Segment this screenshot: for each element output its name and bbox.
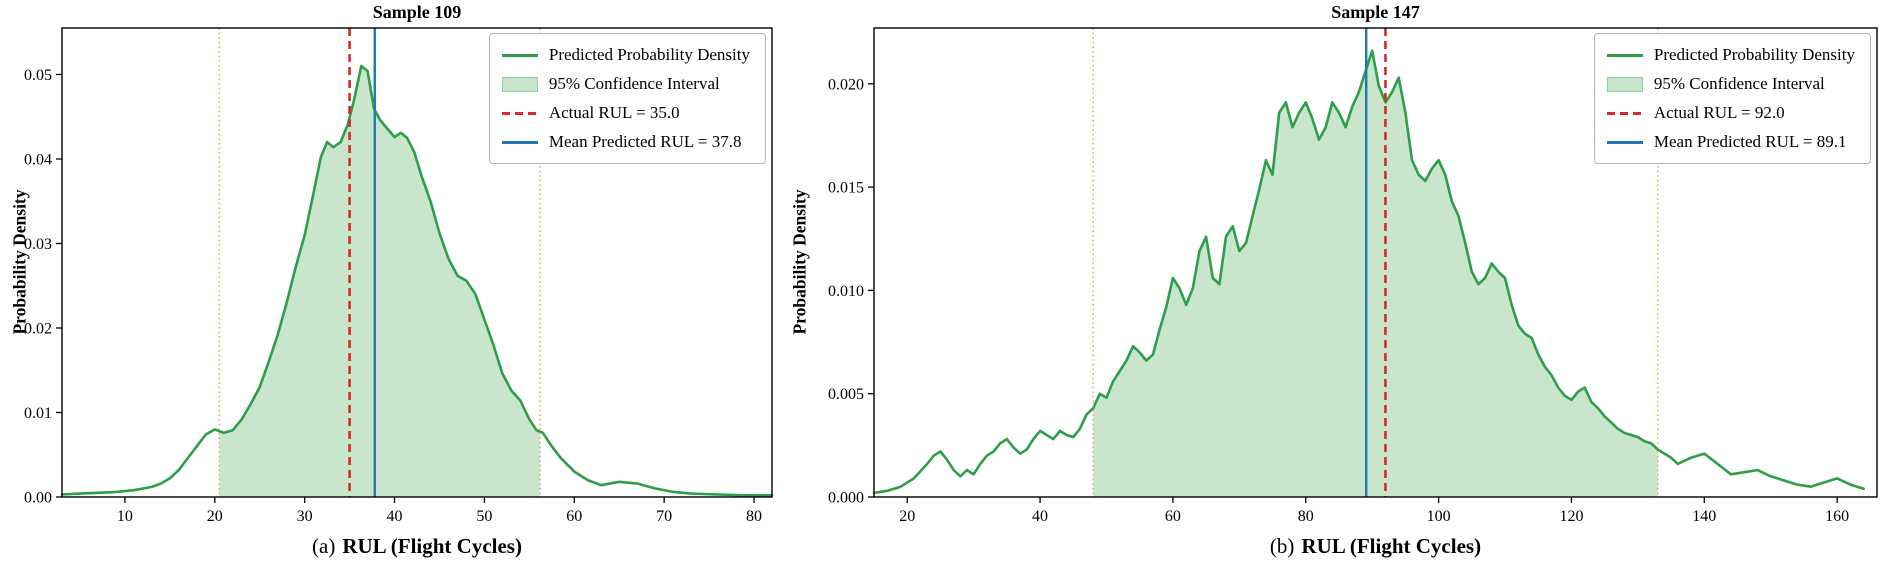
svg-text:120: 120 xyxy=(1559,508,1583,525)
y-axis-label-b: Probability Density xyxy=(789,189,810,335)
caption-a: (a) RUL (Flight Cycles) xyxy=(62,534,772,559)
caption-b: (b) RUL (Flight Cycles) xyxy=(874,534,1877,559)
chart-title-a: Sample 109 xyxy=(372,2,462,22)
svg-text:0.00: 0.00 xyxy=(24,490,52,507)
svg-text:0.01: 0.01 xyxy=(24,405,52,422)
mean-rul-line-swatch xyxy=(501,135,538,150)
svg-text:0.020: 0.020 xyxy=(828,76,864,93)
legend-item: Actual RUL = 92.0 xyxy=(1606,103,1855,123)
actual-rul-dashed-swatch xyxy=(1606,106,1643,121)
svg-text:30: 30 xyxy=(297,508,313,525)
subplot-label-a: (a) xyxy=(312,534,336,558)
svg-text:0.015: 0.015 xyxy=(828,180,864,197)
svg-text:40: 40 xyxy=(387,508,403,525)
svg-text:20: 20 xyxy=(899,508,915,525)
svg-text:40: 40 xyxy=(1032,508,1048,525)
svg-text:0.04: 0.04 xyxy=(24,151,52,168)
svg-text:10: 10 xyxy=(117,508,133,525)
legend-label: Mean Predicted RUL = 89.1 xyxy=(1653,132,1847,151)
plot-area-b: 20 40 60 80 100 120 140 160 0.000 0.005 0.010 0.015… xyxy=(828,27,1878,525)
svg-text:60: 60 xyxy=(566,508,582,525)
x-axis-label-b: RUL (Flight Cycles) xyxy=(1301,534,1482,558)
svg-text:0.02: 0.02 xyxy=(24,320,52,337)
svg-text:80: 80 xyxy=(746,508,762,525)
legend-label: Predicted Probability Density xyxy=(548,45,750,64)
x-axis-label-a: RUL (Flight Cycles) xyxy=(342,534,522,558)
svg-text:0.03: 0.03 xyxy=(24,236,52,253)
chart-panel-a: 10 20 30 40 50 60 70 80 0.00 0.01 0.02 0.03 0.04 0.05… xyxy=(0,0,788,563)
svg-text:100: 100 xyxy=(1427,508,1451,525)
legend-label: Mean Predicted RUL = 37.8 xyxy=(548,132,742,151)
legend-item: Mean Predicted RUL = 37.8 xyxy=(501,132,750,152)
legend-item: Mean Predicted RUL = 89.1 xyxy=(1606,132,1855,152)
svg-text:0.010: 0.010 xyxy=(828,283,864,300)
legend-item: 95% Confidence Interval xyxy=(501,74,750,94)
svg-text:20: 20 xyxy=(207,508,223,525)
confidence-fill-swatch xyxy=(501,76,538,92)
svg-text:140: 140 xyxy=(1692,508,1716,525)
svg-text:0.005: 0.005 xyxy=(828,386,864,403)
svg-text:0.000: 0.000 xyxy=(828,490,864,507)
legend-label: Actual RUL = 92.0 xyxy=(1653,103,1785,122)
legend-item: 95% Confidence Interval xyxy=(1606,74,1855,94)
svg-text:160: 160 xyxy=(1825,508,1849,525)
plot-area-a: 10 20 30 40 50 60 70 80 0.00 0.01 0.02 0.03 0.04 0.05 xyxy=(24,27,774,525)
legend-item: Predicted Probability Density xyxy=(501,45,750,65)
mean-rul-line-swatch xyxy=(1606,135,1643,150)
svg-text:80: 80 xyxy=(1298,508,1314,525)
legend-item: Actual RUL = 35.0 xyxy=(501,103,750,123)
legend-a: Predicted Probability Density 95% Confid… xyxy=(488,33,766,164)
svg-text:60: 60 xyxy=(1165,508,1181,525)
y-axis-label-a: Probability Density xyxy=(9,189,30,335)
actual-rul-dashed-swatch xyxy=(501,106,538,121)
legend-label: 95% Confidence Interval xyxy=(548,74,720,93)
chart-title-b: Sample 147 xyxy=(1331,2,1420,22)
svg-text:0.05: 0.05 xyxy=(24,67,52,84)
svg-text:50: 50 xyxy=(476,508,492,525)
legend-label: 95% Confidence Interval xyxy=(1653,74,1825,93)
confidence-fill-swatch xyxy=(1606,76,1643,92)
density-line-swatch xyxy=(501,48,538,63)
chart-panel-b: 20 40 60 80 100 120 140 160 0.000 0.005 0.010 0.015… xyxy=(788,0,1889,563)
legend-item: Predicted Probability Density xyxy=(1606,45,1855,65)
svg-text:70: 70 xyxy=(656,508,672,525)
legend-label: Predicted Probability Density xyxy=(1653,45,1855,64)
density-line-swatch xyxy=(1606,48,1643,63)
legend-label: Actual RUL = 35.0 xyxy=(548,103,680,122)
legend-b: Predicted Probability Density 95% Confid… xyxy=(1593,33,1871,164)
subplot-label-b: (b) xyxy=(1269,534,1295,558)
